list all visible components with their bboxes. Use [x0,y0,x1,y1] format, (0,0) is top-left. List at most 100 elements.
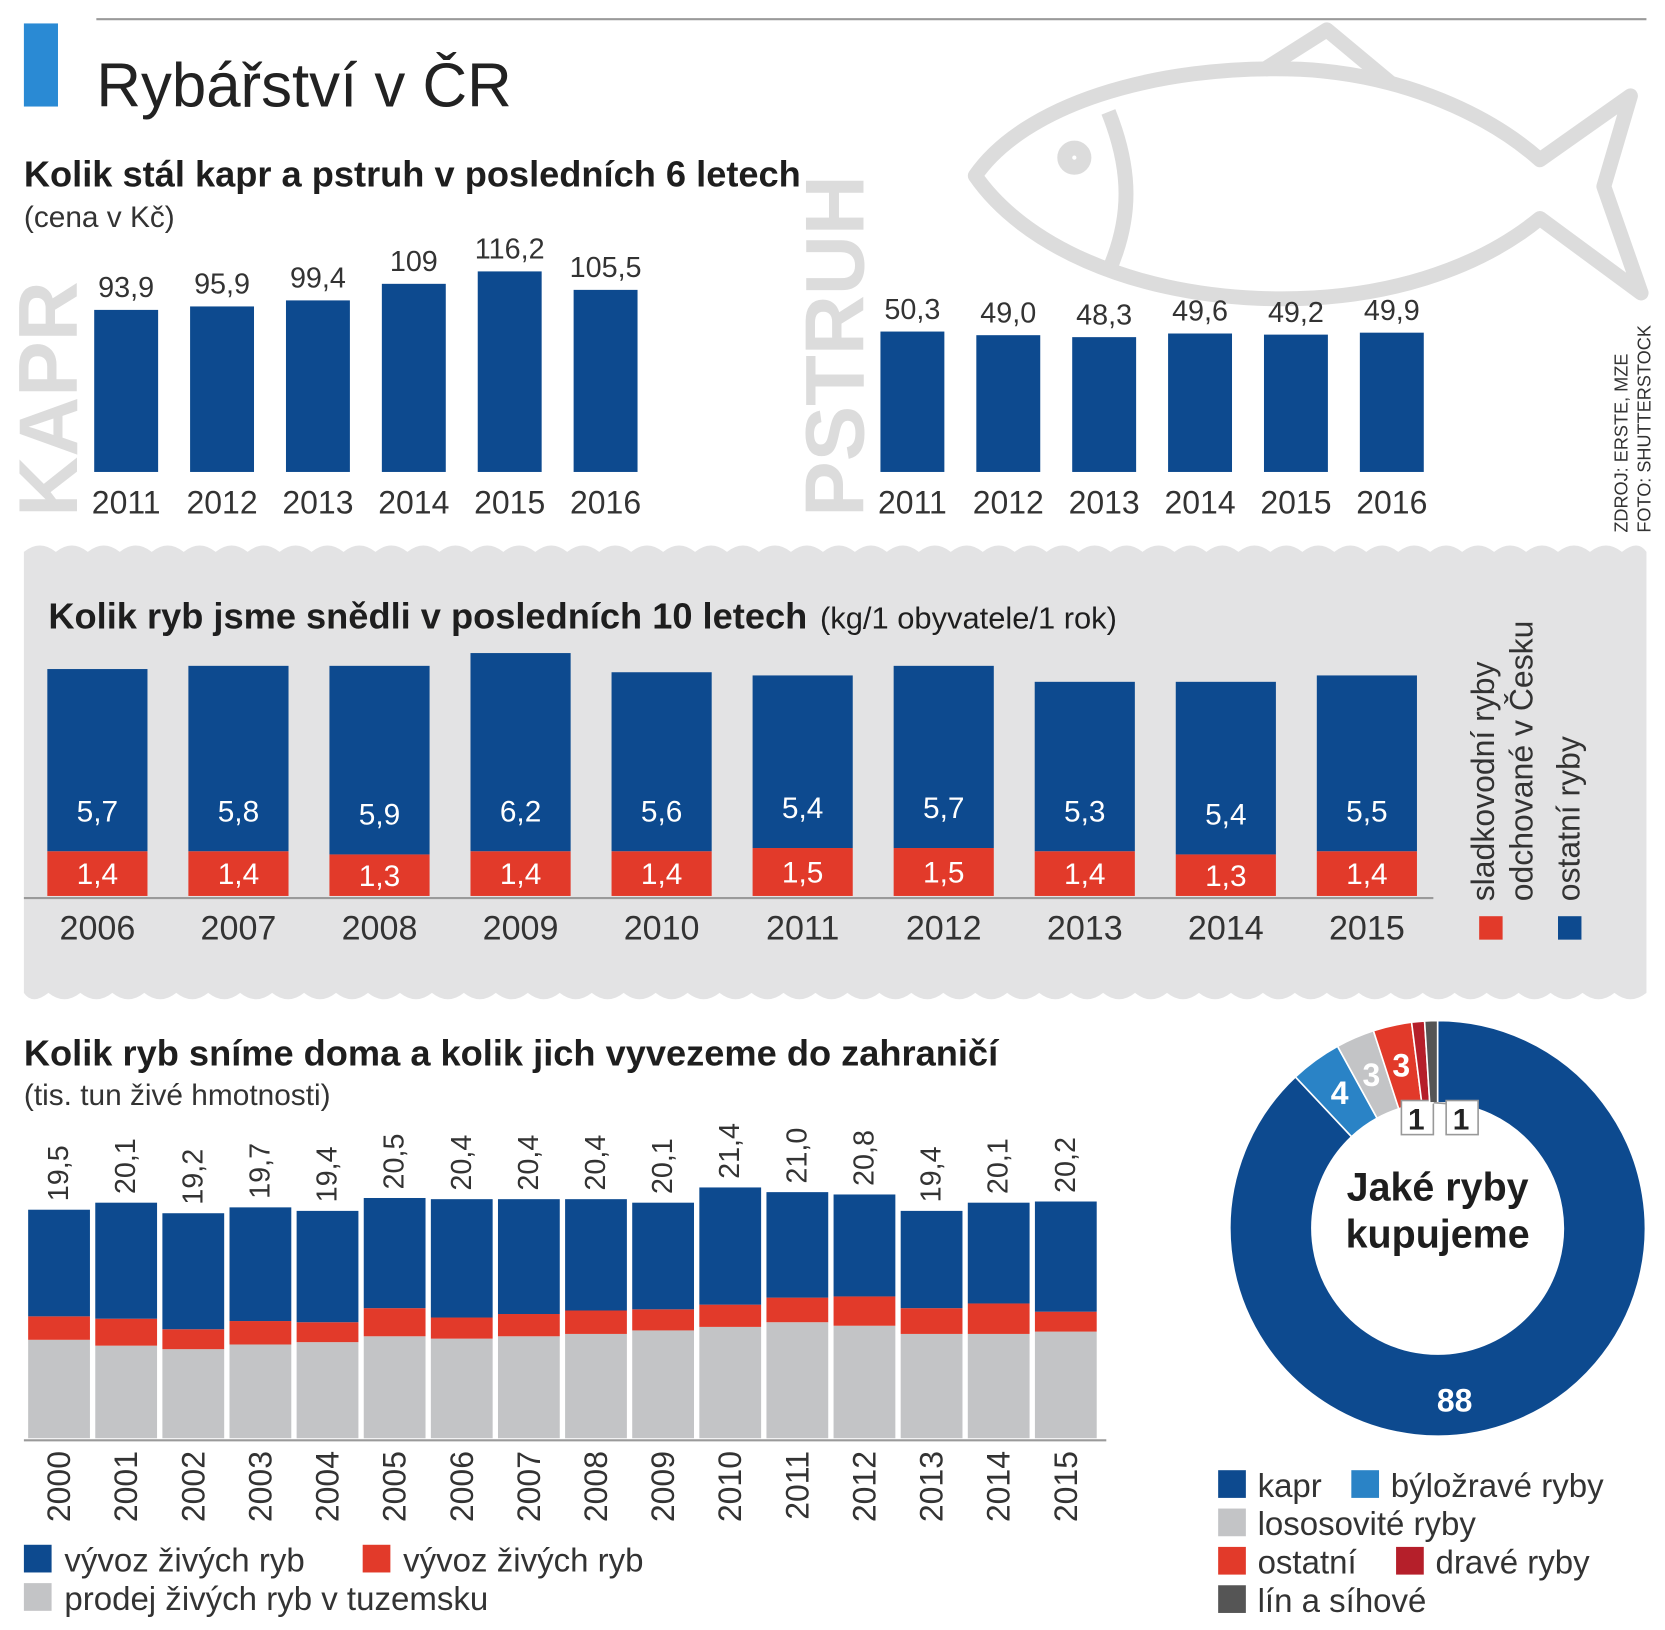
bar-segment [430,1338,493,1439]
section-subtitle: (tis. tun živé hmotnosti) [24,1079,331,1112]
x-tick-label: 2009 [645,1451,681,1522]
legend-swatch [23,1544,52,1573]
x-tick-label: 2000 [41,1451,77,1522]
value-label: 50,3 [884,294,940,326]
x-tick-label: 2013 [282,485,353,521]
value-label: 5,8 [218,795,259,828]
legend-label-box: ostatní ryby [1552,736,1587,901]
legend-label-box: sladkovodní ryby odchované v Česku [1466,620,1540,902]
legend-label: sladkovodní ryby odchované v Česku [1466,620,1540,902]
section-title: Kolik ryb jsme snědli v posledních 10 le… [48,596,807,637]
bar-segment [833,1325,896,1439]
value-label: 49,6 [1172,296,1228,328]
value-label: 109 [390,246,438,278]
x-tick-label: 2005 [377,1451,413,1522]
bar-segment [188,851,289,896]
section-title: Kolik stál kapr a pstruh v posledních 6 … [24,153,801,194]
total-label: 19,4 [916,1146,948,1202]
section-title-line: Kolik ryb sníme doma a kolik jich vyveze… [24,1032,1000,1073]
bar-segment [430,1199,493,1318]
x-tick-label: 2015 [1260,485,1331,521]
bar-segment [497,1199,560,1315]
legend-label: lososovité ryby [1258,1505,1477,1542]
value-label: 1,4 [500,858,541,891]
bar-segment [1034,1201,1097,1312]
x-tick-label: 2006 [444,1451,480,1522]
x-tick-label: 2012 [187,485,258,521]
bar-segment [430,1317,493,1339]
bar-segment [162,1213,225,1330]
bar-segment [565,1310,627,1334]
fish-illustration [967,22,1649,307]
bar-segment [611,672,712,852]
x-tick-label: 2010 [624,910,700,948]
bar-segment [632,1202,695,1310]
title-accent [23,23,58,107]
section-title: Kolik ryb sníme doma a kolik jich vyveze… [24,1032,1000,1073]
bar [976,335,1041,472]
x-tick-label: 2010 [712,1451,748,1522]
bar-segment [28,1339,90,1439]
bar-segment [699,1304,762,1327]
bar-segment [1034,1311,1097,1332]
total-label: 21,4 [714,1123,746,1179]
value-label: 1,4 [1346,858,1387,891]
segment-label: 4 [1331,1075,1349,1111]
bar-segment [893,848,994,896]
total-label: 20,4 [446,1135,478,1191]
x-tick-label: 2012 [906,910,982,948]
bar-segment [1175,854,1276,896]
bar [1263,334,1328,472]
bar [1359,332,1424,472]
bar-segment [329,665,430,855]
x-tick-label: 2014 [378,485,449,521]
bar-segment [363,1336,426,1439]
bar-segment [229,1207,292,1322]
value-label: 93,9 [98,272,154,304]
legend-swatch [1218,1470,1246,1498]
x-tick-label: 2011 [92,485,161,521]
x-tick-label: 2011 [779,1451,815,1520]
chart-side-label: KAPR [2,281,95,516]
bar [285,300,350,472]
total-label: 20,4 [513,1135,545,1191]
value-label: 1,4 [641,858,682,891]
bar-segment [162,1329,225,1350]
bar-segment [95,1318,158,1346]
bar-segment [565,1199,627,1311]
legend-swatch [362,1544,391,1573]
legend-label: kapr [1258,1467,1322,1504]
bar-segment [47,669,148,852]
x-tick-label: 2013 [914,1451,950,1522]
legend-swatch [23,1583,52,1611]
segment-label: 88 [1437,1383,1473,1419]
bar-segment [47,851,148,896]
bar-segment [833,1194,896,1297]
total-label: 20,2 [1050,1137,1082,1193]
bar-segment [162,1349,225,1439]
bar-segment [900,1210,963,1309]
legend-swatch [1218,1546,1246,1575]
bar-segment [766,1297,829,1323]
value-label: 49,2 [1268,297,1324,329]
total-label: 20,8 [848,1130,880,1186]
x-tick-label: 2004 [310,1451,346,1522]
bar-segment [752,848,853,896]
segment-label: 3 [1363,1057,1381,1093]
bar-segment [632,1309,695,1331]
donut-title-box: Jaké ryby kupujeme [1346,1166,1530,1257]
bar-segment [632,1330,695,1439]
value-label: 95,9 [194,269,250,301]
x-tick-label: 2011 [766,910,839,948]
bar-segment [1316,851,1417,896]
legend-swatch [1218,1585,1246,1613]
x-tick-label: 2008 [342,910,418,948]
legend-label: vývoz živých ryb [403,1541,643,1578]
bar-segment [95,1202,158,1319]
bar [1072,337,1137,472]
bar-segment [296,1322,359,1343]
bar-segment [699,1187,762,1305]
x-tick-label: 2007 [511,1451,547,1522]
value-label: 5,4 [1205,799,1246,832]
